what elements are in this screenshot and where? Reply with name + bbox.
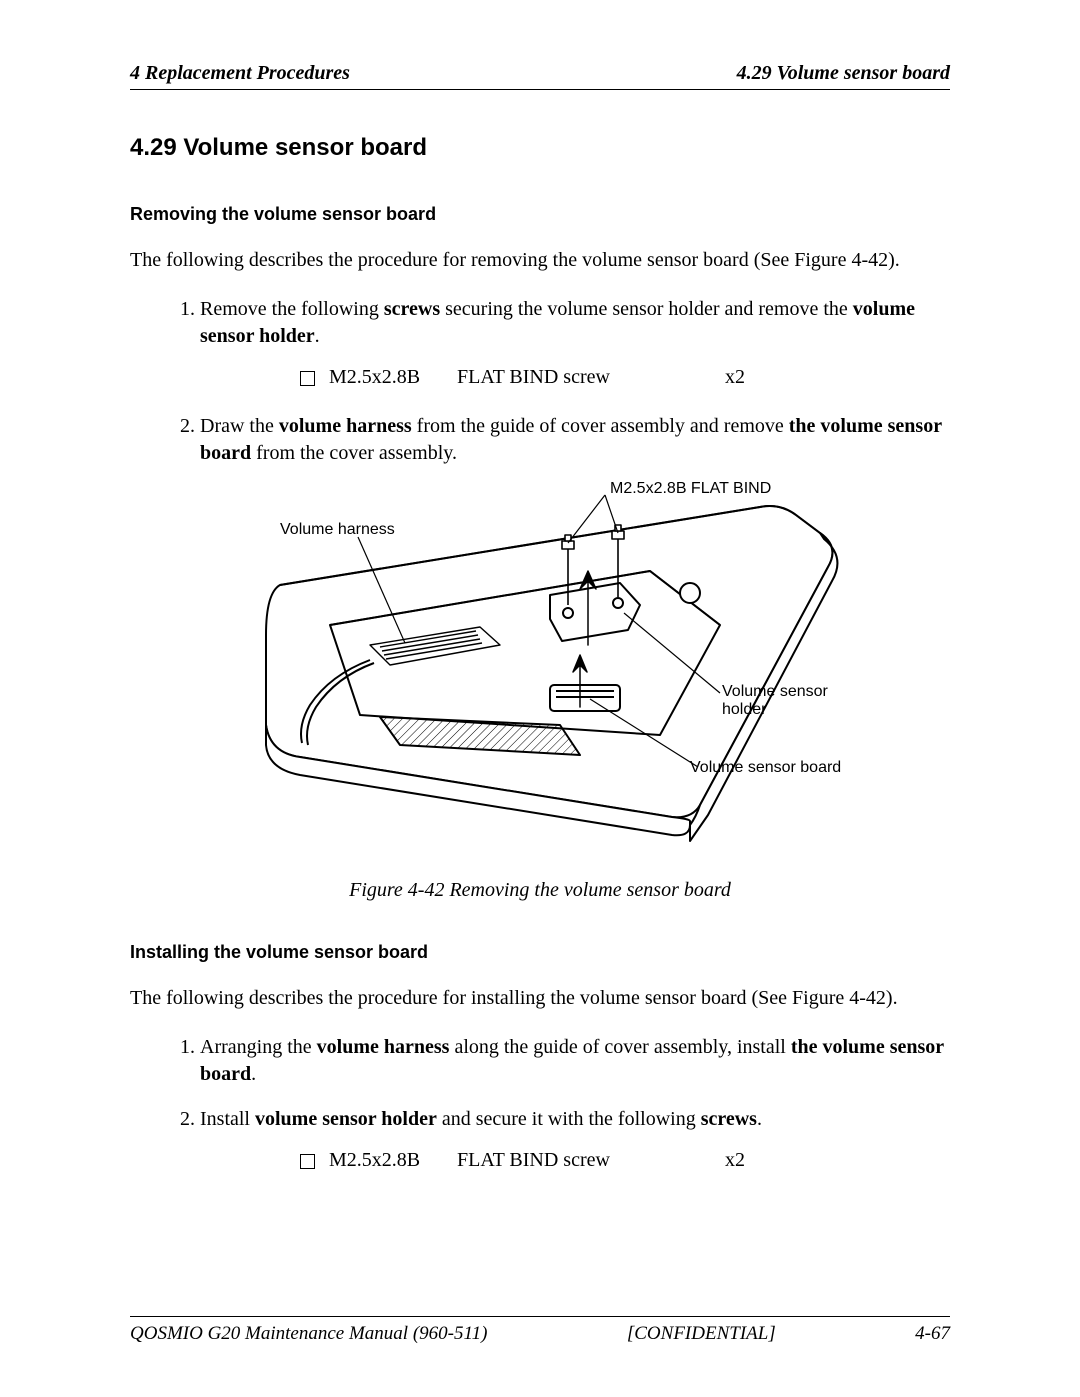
header-right: 4.29 Volume sensor board bbox=[737, 62, 950, 85]
text: and secure it with the following bbox=[437, 1108, 701, 1130]
figure-label-board: Volume sensor board bbox=[690, 759, 841, 777]
screw-line: M2.5x2.8B FLAT BIND screw x2 bbox=[300, 364, 950, 391]
text: . bbox=[251, 1063, 256, 1085]
text-bold: screws bbox=[701, 1108, 757, 1130]
footer-center: [CONFIDENTIAL] bbox=[627, 1323, 776, 1345]
screw-line: M2.5x2.8B FLAT BIND screw x2 bbox=[300, 1147, 950, 1174]
header-rule bbox=[130, 89, 950, 90]
text: from the cover assembly. bbox=[251, 442, 457, 464]
footer-rule bbox=[130, 1316, 950, 1317]
running-footer: QOSMIO G20 Maintenance Manual (960-511) … bbox=[130, 1316, 950, 1345]
screw-spec: M2.5x2.8B bbox=[329, 364, 449, 391]
text: securing the volume sensor holder and re… bbox=[440, 298, 853, 320]
text: Arranging the bbox=[200, 1036, 317, 1058]
checkbox-icon bbox=[300, 1154, 315, 1169]
screw-qty: x2 bbox=[725, 364, 745, 391]
checkbox-icon bbox=[300, 371, 315, 386]
page: 4 Replacement Procedures 4.29 Volume sen… bbox=[0, 0, 1080, 1397]
installing-intro: The following describes the procedure fo… bbox=[130, 985, 950, 1012]
figure-label-harness: Volume harness bbox=[280, 521, 395, 539]
installing-step-1: Arranging the volume harness along the g… bbox=[200, 1034, 950, 1088]
text: along the guide of cover assembly, insta… bbox=[449, 1036, 790, 1058]
text-bold: volume harness bbox=[317, 1036, 450, 1058]
text: Install bbox=[200, 1108, 255, 1130]
figure-label-screw: M2.5x2.8B FLAT BIND bbox=[610, 480, 771, 498]
removing-intro: The following describes the procedure fo… bbox=[130, 247, 950, 274]
removing-steps: Remove the following screws securing the… bbox=[130, 296, 950, 467]
screw-type: FLAT BIND screw bbox=[457, 364, 717, 391]
screw-qty: x2 bbox=[725, 1147, 745, 1174]
figure-label-holder: Volume sensor holder bbox=[722, 683, 860, 719]
installing-steps: Arranging the volume harness along the g… bbox=[130, 1034, 950, 1174]
figure-svg bbox=[220, 485, 860, 865]
text-bold: screws bbox=[384, 298, 440, 320]
text-bold: volume sensor holder bbox=[255, 1108, 437, 1130]
figure-caption: Figure 4-42 Removing the volume sensor b… bbox=[130, 879, 950, 902]
installing-subheading: Installing the volume sensor board bbox=[130, 942, 950, 963]
header-left: 4 Replacement Procedures bbox=[130, 62, 350, 85]
text: . bbox=[757, 1108, 762, 1130]
running-header: 4 Replacement Procedures 4.29 Volume sen… bbox=[130, 62, 950, 85]
section-heading: 4.29 Volume sensor board bbox=[130, 134, 950, 162]
screw-type: FLAT BIND screw bbox=[457, 1147, 717, 1174]
text: from the guide of cover assembly and rem… bbox=[412, 415, 789, 437]
footer-left: QOSMIO G20 Maintenance Manual (960-511) bbox=[130, 1323, 487, 1345]
screw-spec: M2.5x2.8B bbox=[329, 1147, 449, 1174]
text: . bbox=[315, 325, 320, 347]
installing-step-2: Install volume sensor holder and secure … bbox=[200, 1106, 950, 1174]
text-bold: volume harness bbox=[279, 415, 412, 437]
removing-step-1: Remove the following screws securing the… bbox=[200, 296, 950, 391]
figure: M2.5x2.8B FLAT BIND Volume harness Volum… bbox=[220, 485, 860, 865]
removing-step-2: Draw the volume harness from the guide o… bbox=[200, 413, 950, 467]
footer-right: 4-67 bbox=[915, 1323, 950, 1345]
removing-subheading: Removing the volume sensor board bbox=[130, 204, 950, 225]
text: Draw the bbox=[200, 415, 279, 437]
text: Remove the following bbox=[200, 298, 384, 320]
